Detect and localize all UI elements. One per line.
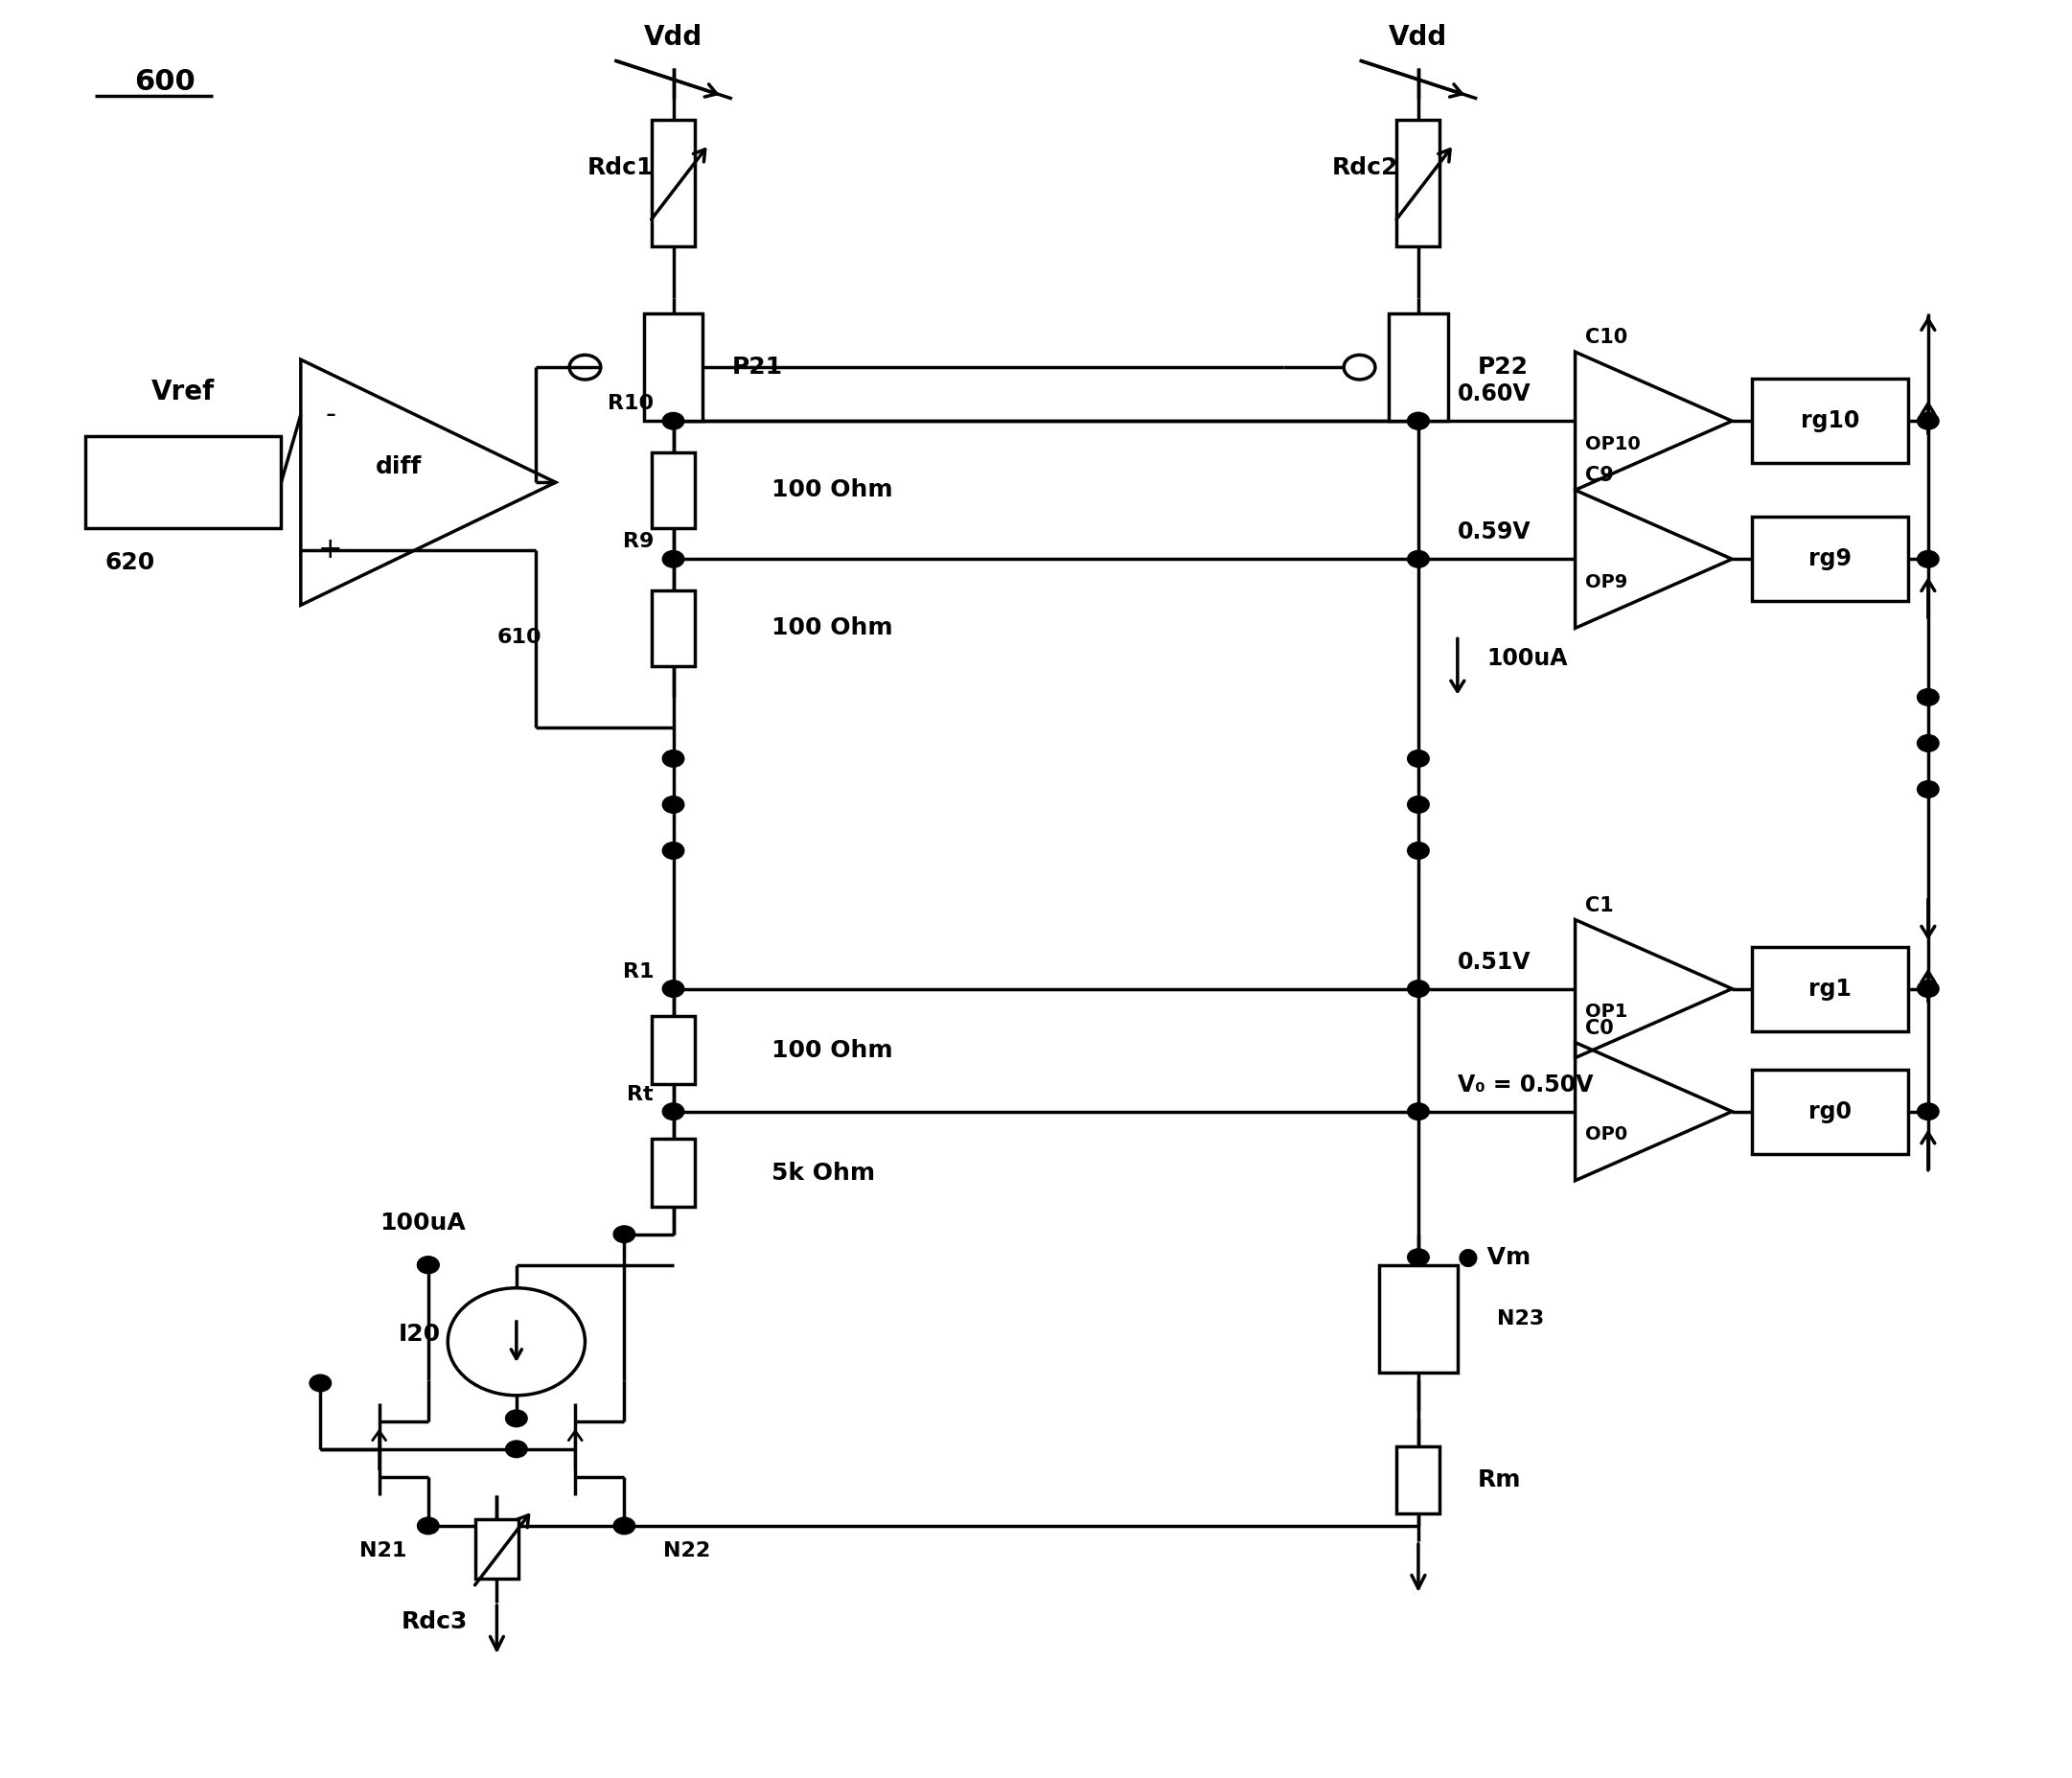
Text: 100uA: 100uA [1488,647,1569,670]
Circle shape [1407,980,1430,997]
Circle shape [663,797,684,813]
Circle shape [663,980,684,997]
Text: 620: 620 [106,551,155,574]
Circle shape [1407,797,1430,813]
Bar [653,1017,694,1085]
Bar [1751,1069,1908,1154]
Circle shape [1917,688,1939,706]
Circle shape [416,1257,439,1273]
Bar [1751,379,1908,464]
Bar [653,1140,694,1207]
Circle shape [416,1257,439,1273]
Bar [1751,517,1908,601]
Circle shape [1917,781,1939,798]
Bar [85,436,282,528]
Bar [1397,1446,1440,1513]
Circle shape [613,1517,634,1534]
Circle shape [309,1374,332,1392]
Text: R10: R10 [607,395,653,412]
Text: 600: 600 [135,68,195,96]
Text: 100 Ohm: 100 Ohm [771,478,893,501]
Text: 0.51V: 0.51V [1457,951,1531,973]
Circle shape [1407,750,1430,766]
Text: R1: R1 [622,962,653,981]
Text: N22: N22 [663,1542,711,1561]
Circle shape [506,1410,526,1428]
Bar [1397,119,1440,247]
Text: P21: P21 [731,356,783,379]
Text: N21: N21 [361,1542,406,1561]
Circle shape [1407,1248,1430,1266]
Bar [653,119,694,247]
Bar [1388,313,1448,421]
Circle shape [1917,980,1939,997]
Text: 100 Ohm: 100 Ohm [771,1038,893,1061]
Text: I20: I20 [398,1323,441,1346]
Text: rg0: rg0 [1809,1101,1852,1124]
Text: 5k Ohm: 5k Ohm [771,1161,874,1184]
Text: rg10: rg10 [1801,409,1859,432]
Bar [644,313,702,421]
Text: rg9: rg9 [1809,548,1852,571]
Circle shape [1407,412,1430,430]
Circle shape [663,750,684,766]
Text: Rt: Rt [628,1085,653,1104]
Text: ● Vm: ● Vm [1457,1246,1531,1269]
Text: +: + [317,535,342,564]
Circle shape [1917,734,1939,752]
Text: 0.59V: 0.59V [1457,521,1531,544]
Text: rg1: rg1 [1809,978,1852,1001]
Bar [1751,946,1908,1031]
Text: 0.60V: 0.60V [1457,382,1531,405]
Circle shape [416,1517,439,1534]
Circle shape [663,843,684,859]
Circle shape [663,1102,684,1120]
Text: R9: R9 [624,532,653,551]
Circle shape [1407,1102,1430,1120]
Circle shape [1407,843,1430,859]
Circle shape [506,1440,526,1458]
Text: C0: C0 [1585,1019,1614,1038]
Text: -: - [325,400,336,428]
Text: OP9: OP9 [1585,573,1627,592]
Text: OP1: OP1 [1585,1003,1627,1021]
Text: P22: P22 [1477,356,1527,379]
Circle shape [1917,1102,1939,1120]
Text: Rdc2: Rdc2 [1332,156,1399,180]
Text: 100uA: 100uA [379,1211,466,1234]
Text: Vdd: Vdd [644,23,702,52]
Text: Rm: Rm [1477,1469,1521,1492]
Bar [653,452,694,528]
Circle shape [1917,551,1939,567]
Circle shape [1407,412,1430,430]
Circle shape [613,1225,634,1243]
Text: 610: 610 [497,628,541,647]
Text: Rdc1: Rdc1 [586,156,653,180]
Text: N23: N23 [1496,1309,1544,1328]
Bar [1380,1264,1457,1373]
Text: Vref: Vref [151,379,215,405]
Circle shape [663,551,684,567]
Circle shape [1917,412,1939,430]
Text: C10: C10 [1585,329,1627,347]
Text: 100 Ohm: 100 Ohm [771,617,893,640]
Text: diff: diff [375,455,423,478]
Text: C1: C1 [1585,896,1614,916]
Text: OP10: OP10 [1585,436,1641,453]
Bar [653,590,694,667]
Text: OP0: OP0 [1585,1125,1627,1143]
Text: C9: C9 [1585,466,1614,485]
Text: Vdd: Vdd [1388,23,1448,52]
Text: Rdc3: Rdc3 [400,1611,468,1634]
Text: V₀ = 0.50V: V₀ = 0.50V [1457,1074,1593,1097]
Circle shape [1407,551,1430,567]
Circle shape [663,412,684,430]
Bar [474,1518,518,1579]
